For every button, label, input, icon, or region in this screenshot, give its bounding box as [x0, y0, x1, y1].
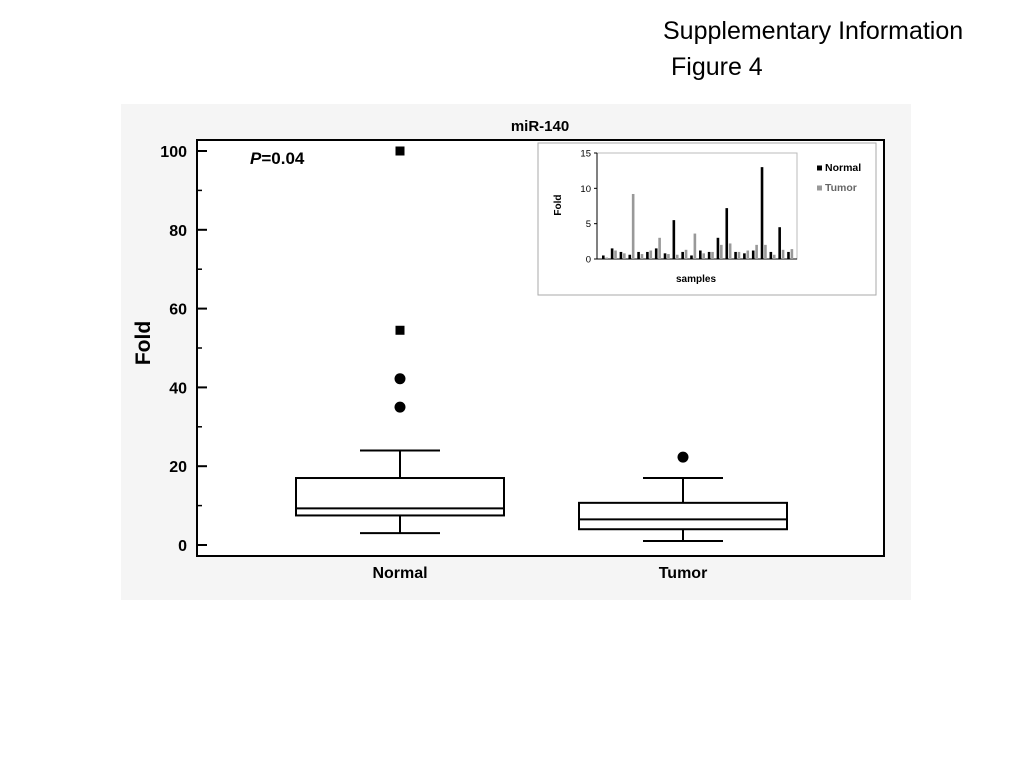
inset-bar-tumor — [737, 251, 741, 259]
inset-bar-tumor — [605, 257, 608, 259]
inset-bar-normal — [619, 251, 623, 259]
inset-bar-normal — [646, 251, 649, 259]
outlier-circle — [394, 373, 406, 385]
inset-bar-normal — [637, 251, 640, 259]
inset-bar-normal — [707, 251, 711, 259]
y-tick-label: 60 — [169, 302, 187, 319]
inset-bar-normal — [716, 237, 720, 259]
inset-bar-normal — [690, 255, 693, 259]
inset-bar-tumor — [693, 233, 697, 259]
inset-y-tick-label: 5 — [586, 219, 591, 230]
inset-y-tick-label: 10 — [580, 184, 591, 195]
inset-bar-normal — [787, 251, 790, 259]
inset-bar-tumor — [675, 254, 679, 259]
inset-bar-tumor — [631, 193, 635, 259]
inset-bar-tumor — [746, 250, 750, 259]
inset-bar-normal — [628, 254, 632, 259]
y-tick-label: 20 — [169, 459, 187, 476]
chart-title: miR-140 — [511, 118, 569, 135]
inset-y-tick-label: 0 — [586, 255, 591, 266]
inset-bar-tumor — [764, 244, 767, 259]
figure-label: Figure 4 — [671, 53, 763, 81]
y-tick-label: 40 — [169, 380, 187, 397]
box-iqr — [578, 501, 788, 531]
inset-bar-normal — [681, 251, 684, 259]
inset-bar-normal — [602, 255, 605, 259]
outlier-circle — [394, 401, 406, 413]
inset-bar-normal — [663, 253, 667, 259]
inset-bar-tumor — [702, 253, 705, 259]
inset-bar-tumor — [614, 250, 617, 259]
outlier-square — [395, 325, 405, 335]
outlier-square — [395, 146, 405, 156]
inset-y-axis-label: Fold — [553, 194, 564, 215]
inset-bar-normal — [778, 227, 781, 259]
inset-bar-tumor — [658, 237, 661, 259]
legend-label-normal: Normal — [825, 162, 861, 174]
y-axis-label: Fold — [132, 321, 155, 365]
inset-bar-normal — [699, 250, 702, 259]
inset-bar-tumor — [728, 243, 732, 259]
inset-bar-tumor — [684, 249, 688, 259]
legend-swatch-normal — [817, 165, 822, 171]
inset-bar-tumor — [781, 249, 785, 259]
inset-bar-tumor — [623, 253, 626, 259]
x-category-label: Normal — [372, 565, 427, 582]
inset-bar-normal — [610, 248, 614, 259]
inset-bar-tumor — [755, 244, 758, 259]
p-value-annotation: P=0.04 — [250, 149, 305, 168]
inset-bar-normal — [743, 253, 746, 259]
inset-plot-area — [596, 152, 798, 260]
inset-bar-normal — [751, 250, 755, 259]
inset-bar-normal — [672, 220, 676, 259]
inset-bar-tumor — [667, 254, 670, 259]
box-tumor — [578, 451, 788, 543]
inset-bar-tumor — [711, 251, 714, 259]
inset-bar-normal — [734, 251, 737, 259]
x-category-label: Tumor — [659, 565, 708, 582]
inset-bar-tumor — [790, 249, 794, 259]
y-tick-label: 80 — [169, 223, 187, 240]
y-tick-label: 0 — [178, 538, 187, 555]
inset-bar-tumor — [649, 250, 653, 259]
inset-bar-normal — [760, 167, 764, 259]
inset-x-axis-label: samples — [676, 274, 716, 285]
box-iqr — [295, 477, 505, 517]
box-normal — [295, 146, 505, 535]
legend-swatch-tumor — [817, 185, 822, 191]
y-tick-label: 100 — [160, 144, 187, 161]
inset-bar-normal — [725, 208, 729, 259]
inset-bar-normal — [769, 251, 773, 259]
inset-y-tick-label: 15 — [580, 149, 591, 160]
legend-label-tumor: Tumor — [825, 182, 857, 194]
inset-bar-tumor — [772, 254, 776, 259]
inset-bar-normal — [654, 248, 658, 259]
outlier-circle — [677, 451, 689, 463]
inset-bar-tumor — [720, 244, 723, 259]
supplementary-title: Supplementary Information — [663, 17, 964, 45]
inset-bar-tumor — [640, 254, 644, 259]
